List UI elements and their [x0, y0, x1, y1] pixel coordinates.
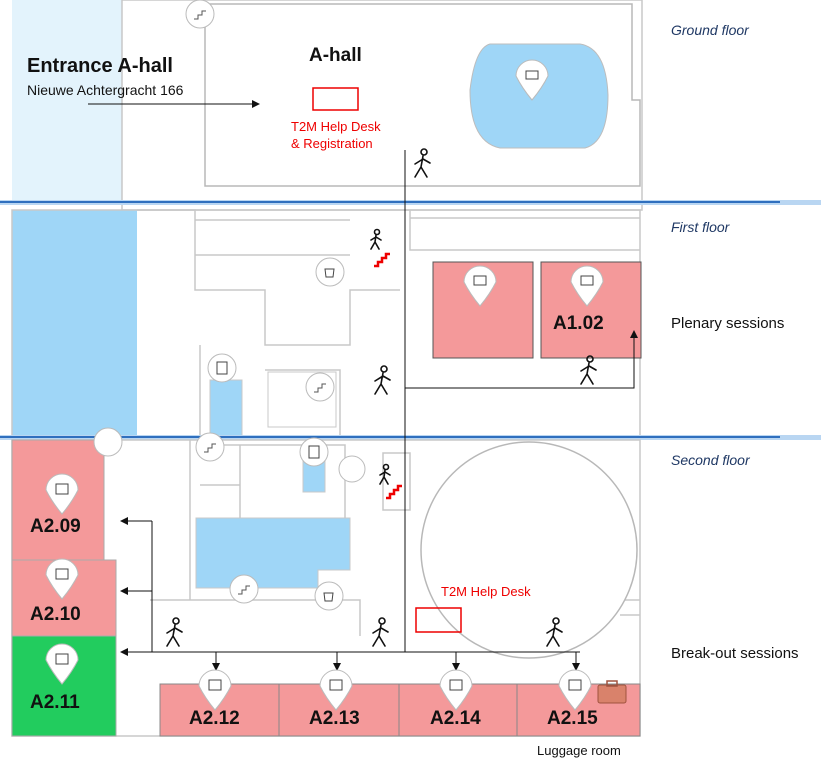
ground-floor-plan [0, 0, 821, 211]
helpdesk-ground-label: T2M Help Desk & Registration [291, 118, 381, 152]
room-a209-label: A2.09 [30, 516, 81, 537]
room-pin-icon-a211 [45, 643, 79, 685]
coffee-pin-icon-2 [314, 581, 344, 611]
room-a102-label: A1.02 [553, 313, 604, 334]
room-pin-icon-a209 [45, 473, 79, 515]
stairs-pin-icon-2 [305, 372, 335, 402]
plenary-sessions-label: Plenary sessions [671, 315, 785, 332]
first-floor-label: First floor [671, 219, 730, 235]
second-floor-plan [11, 439, 641, 737]
luggage-room-label: Luggage room [537, 743, 621, 758]
second-floor-label: Second floor [671, 452, 750, 468]
room-a212-label: A2.12 [189, 708, 240, 729]
stairs-pin-icon-3 [195, 432, 225, 462]
room-pin-icon-a213 [319, 669, 353, 711]
room-a210-label: A2.10 [30, 604, 81, 625]
room-pin-icon-a215 [558, 669, 592, 711]
breakout-sessions-label: Break-out sessions [671, 645, 799, 662]
room-pin-icon-a210 [45, 558, 79, 600]
first-floor-blue-area [12, 210, 137, 438]
ground-floor-label: Ground floor [671, 22, 749, 38]
helpdesk-second-marker [415, 607, 462, 633]
helpdesk-second-label: T2M Help Desk [441, 584, 531, 599]
round-hall [420, 441, 638, 659]
second-floor-blue-area [195, 517, 351, 589]
walking-person-icons [166, 148, 597, 647]
ahall-label: A-hall [309, 45, 362, 66]
elevator-pin-icon-2 [299, 437, 329, 467]
stairs-pin-icon [185, 0, 215, 29]
room-a214-label: A2.14 [430, 708, 481, 729]
entrance-address: Nieuwe Achtergracht 166 [27, 82, 184, 98]
room-pin-icon-a212 [198, 669, 232, 711]
luggage-icon [597, 680, 627, 704]
escalator-icon-2 [386, 484, 402, 500]
ahall-lounge-area [469, 43, 609, 149]
escalator-icon [374, 252, 390, 268]
entrance-zone [12, 0, 122, 200]
first-floor-plan [0, 209, 821, 440]
stairs-pin-icon-4 [229, 574, 259, 604]
helpdesk-ground-marker [312, 87, 359, 111]
partial-pin-icon [93, 427, 123, 457]
room-a213-label: A2.13 [309, 708, 360, 729]
elevator-pin-icon [207, 353, 237, 383]
entrance-title: Entrance A-hall [27, 55, 173, 77]
coffee-pin-icon [315, 257, 345, 287]
room-a211-label: A2.11 [30, 692, 80, 713]
laptop-pin-icon [515, 59, 549, 101]
presentation-pin-icon-2 [570, 265, 604, 307]
presentation-pin-icon [463, 265, 497, 307]
map-pins [45, 0, 604, 711]
room-a215-label: A2.15 [547, 708, 598, 729]
room-pin-icon-a214 [439, 669, 473, 711]
helpdesk-ground-line1: T2M Help Desk [291, 119, 381, 134]
restroom-pin-icon [338, 455, 366, 483]
helpdesk-ground-line2: & Registration [291, 136, 373, 151]
